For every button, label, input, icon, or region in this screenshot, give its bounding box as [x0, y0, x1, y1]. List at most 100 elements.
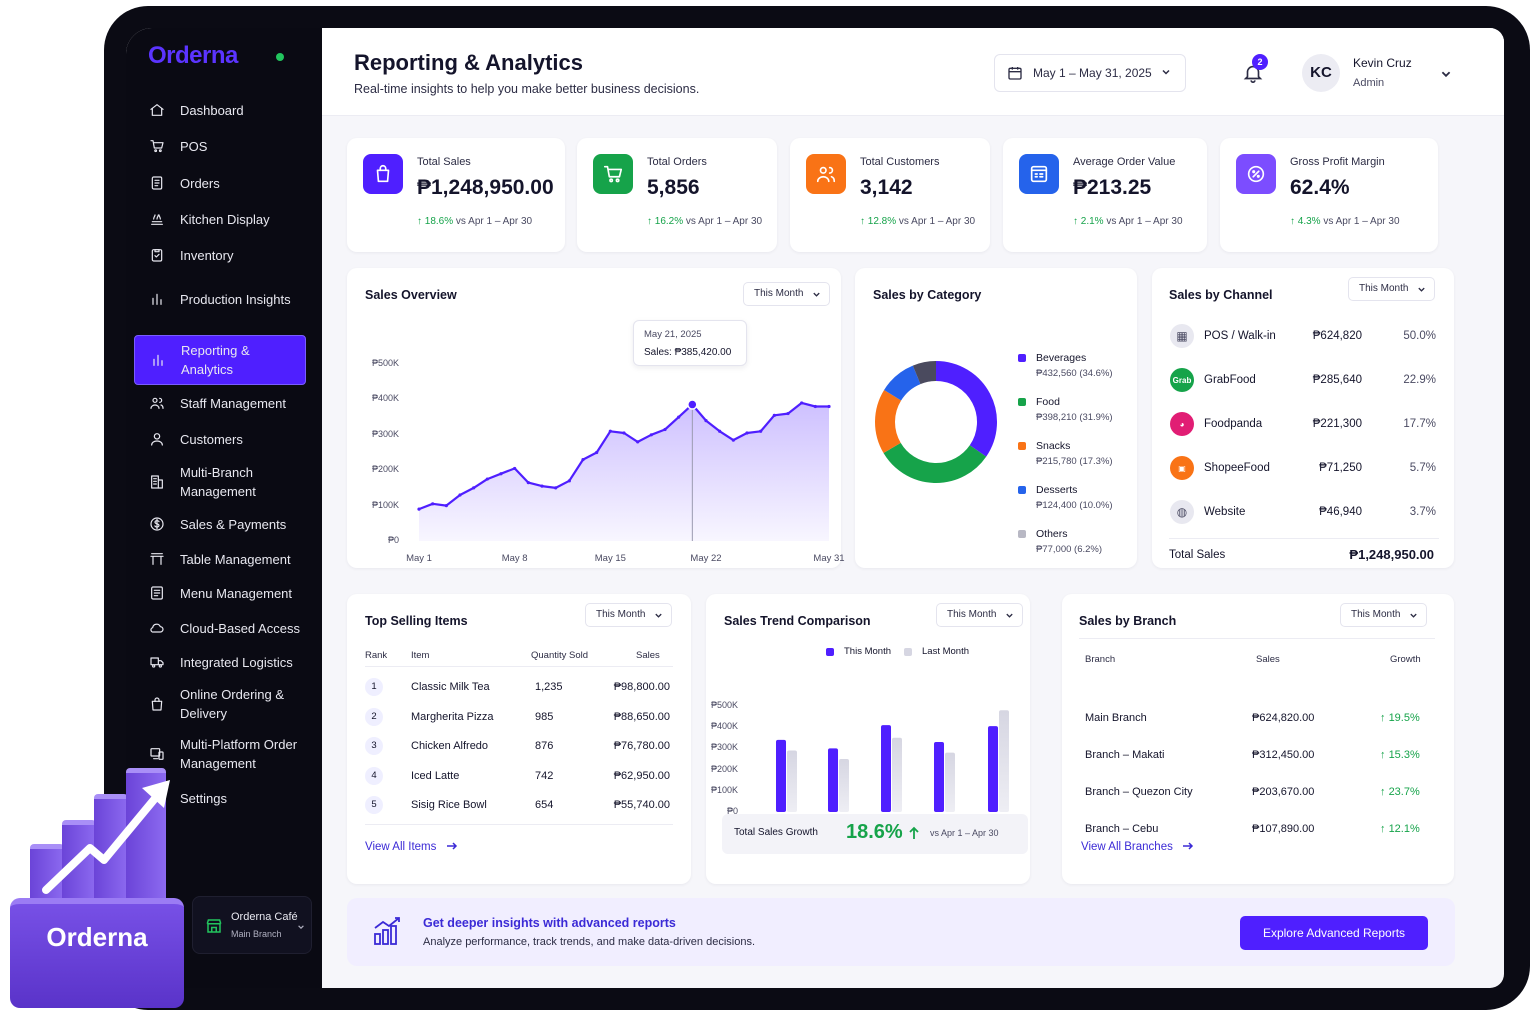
channel-row-website[interactable]: ◍ Website ₱46,940 3.7%	[1170, 498, 1440, 528]
sidebar-item-online-ordering-delivery[interactable]: Online Ordering & Delivery	[134, 683, 306, 725]
sales-point[interactable]	[800, 401, 804, 405]
donut-slice-snacks[interactable]	[875, 389, 902, 454]
sales-overview-chart[interactable]	[347, 268, 841, 568]
bar-this-month-week-1[interactable]	[776, 739, 786, 812]
bar-this-month-week-2[interactable]	[828, 748, 838, 812]
sales-point[interactable]	[444, 504, 448, 508]
table-row[interactable]: 5 Sisig Rice Bowl 654 ₱55,740.00	[347, 796, 691, 818]
sales-point[interactable]	[718, 429, 722, 433]
sales-point[interactable]	[472, 486, 476, 490]
donut-slice-desserts[interactable]	[884, 365, 921, 401]
sales-point[interactable]	[595, 450, 599, 455]
sidebar-item-table-management[interactable]: Table Management	[134, 541, 306, 577]
channel-row-shopeefood[interactable]: ▣ ShopeeFood ₱71,250 5.7%	[1170, 454, 1440, 484]
sales-point[interactable]	[649, 433, 653, 437]
sidebar-item-inventory[interactable]: Inventory	[134, 237, 306, 273]
bar-last-month-week-1[interactable]	[787, 750, 797, 812]
sales-trend-filter[interactable]: This Month	[936, 603, 1024, 627]
brand-logo[interactable]: Orderna	[148, 42, 238, 69]
sales-point[interactable]	[431, 502, 435, 506]
table-row[interactable]: 4 Iced Latte 742 ₱62,950.00	[347, 766, 691, 789]
branch-row[interactable]: Branch – Makati ₱312,450.00 ↑ 15.3%	[1062, 749, 1454, 771]
sales-point[interactable]	[458, 493, 462, 497]
bar-this-month-week-3[interactable]	[881, 725, 891, 812]
sales-point[interactable]	[485, 477, 489, 481]
sidebar-item-kitchen-display[interactable]: Kitchen Display	[134, 201, 306, 237]
view-all-items-link[interactable]: View All Items	[365, 841, 458, 853]
view-all-branches-link[interactable]: View All Branches	[1081, 841, 1194, 853]
sidebar-item-dashboard[interactable]: Dashboard	[134, 92, 306, 128]
sales-by-channel-filter[interactable]: This Month	[1348, 277, 1436, 301]
kpi-card-total-customers[interactable]: Total Customers 3,142 ↑ 12.8% vs Apr 1 – A…	[790, 138, 990, 252]
sales-trend-chart[interactable]	[706, 594, 1030, 824]
sidebar-item-cloud-based-access[interactable]: Cloud-Based Access	[134, 610, 306, 646]
sales-point[interactable]	[581, 457, 585, 462]
donut-slice-others[interactable]	[912, 361, 937, 385]
branch-row[interactable]: Branch – Cebu ₱107,890.00 ↑ 12.1%	[1062, 823, 1454, 845]
sidebar-item-multi-platform-order-management[interactable]: Multi-Platform Order Management	[134, 733, 306, 775]
sidebar-item-multi-branch-management[interactable]: Multi-Branch Management	[134, 461, 306, 503]
sales-by-branch-filter[interactable]: This Month	[1340, 603, 1428, 627]
bar-last-month-week-3[interactable]	[892, 737, 902, 812]
sales-overview-filter[interactable]: This Month	[743, 282, 831, 306]
bar-this-month-week-5[interactable]	[988, 726, 998, 812]
user-menu-chevron-icon[interactable]	[1440, 68, 1452, 80]
sales-point[interactable]	[526, 480, 530, 485]
sales-point[interactable]	[663, 427, 667, 432]
channel-row-foodpanda[interactable]: ◕ Foodpanda ₱221,300 17.7%	[1170, 410, 1440, 440]
explore-advanced-reports-button[interactable]: Explore Advanced Reports	[1240, 916, 1428, 950]
date-range-picker[interactable]: May 1 – May 31, 2025	[994, 54, 1186, 92]
highlight-point[interactable]	[687, 399, 698, 410]
top-selling-filter[interactable]: This Month	[585, 603, 673, 627]
sidebar-item-staff-management[interactable]: Staff Management	[134, 385, 306, 421]
sidebar-item-production-insights[interactable]: Production Insights	[134, 278, 306, 320]
bar-last-month-week-5[interactable]	[999, 710, 1009, 812]
truck-icon	[148, 653, 166, 671]
kpi-card-total-sales[interactable]: Total Sales ₱1,248,950.00 ↑ 18.6% vs Apr 1…	[347, 138, 565, 252]
sales-point[interactable]	[786, 411, 790, 416]
kpi-card-gross-profit-margin[interactable]: Gross Profit Margin 62.4% ↑ 4.3% vs Apr 1 …	[1220, 138, 1438, 252]
sales-point[interactable]	[513, 466, 517, 471]
sidebar-item-pos[interactable]: POS	[134, 128, 306, 164]
bar-this-month-week-4[interactable]	[934, 742, 944, 812]
sidebar-item-menu-management[interactable]: Menu Management	[134, 575, 306, 611]
donut-slice-beverages[interactable]	[935, 361, 997, 457]
sales-point[interactable]	[677, 415, 681, 419]
donut-slice-food[interactable]	[883, 442, 987, 483]
sales-point[interactable]	[417, 507, 421, 511]
sales-point[interactable]	[827, 404, 831, 409]
channel-row-pos-walk-in[interactable]: ▦ POS / Walk-in ₱624,820 50.0%	[1170, 322, 1440, 352]
channel-row-grabfood[interactable]: Grab GrabFood ₱285,640 22.9%	[1170, 366, 1440, 396]
kpi-label: Total Sales	[417, 156, 471, 168]
category-donut-chart[interactable]	[869, 350, 1003, 500]
sidebar-item-integrated-logistics[interactable]: Integrated Logistics	[134, 644, 306, 680]
sales-point[interactable]	[499, 472, 503, 476]
table-row[interactable]: 3 Chicken Alfredo 876 ₱76,780.00	[347, 737, 691, 759]
avatar[interactable]: KC	[1302, 54, 1340, 92]
sales-point[interactable]	[567, 479, 571, 483]
table-row[interactable]: 2 Margherita Pizza 985 ₱88,650.00	[347, 707, 691, 730]
bar-last-month-week-2[interactable]	[839, 759, 849, 812]
branch-row[interactable]: Branch – Quezon City ₱203,670.00 ↑ 23.7%	[1062, 786, 1454, 808]
sales-point[interactable]	[813, 404, 817, 409]
sales-point[interactable]	[704, 419, 708, 423]
sales-point[interactable]	[772, 413, 776, 417]
sales-point[interactable]	[608, 429, 612, 433]
sidebar-item-reporting-analytics[interactable]: Reporting & Analytics	[134, 335, 306, 385]
sales-point[interactable]	[540, 484, 544, 488]
branch-row[interactable]: Main Branch ₱624,820.00 ↑ 19.5%	[1062, 712, 1454, 734]
sales-point[interactable]	[759, 429, 763, 433]
kpi-card-average-order-value[interactable]: Average Order Value ₱213.25 ↑ 2.1% vs Apr …	[1003, 138, 1207, 252]
sales-point[interactable]	[622, 431, 626, 435]
sidebar-item-customers[interactable]: Customers	[134, 421, 306, 457]
kpi-card-total-orders[interactable]: Total Orders 5,856 ↑ 16.2% vs Apr 1 – Apr …	[577, 138, 777, 252]
store-switcher[interactable]: Orderna Café Main Branch	[192, 896, 312, 954]
sales-point[interactable]	[554, 486, 558, 490]
sidebar-item-orders[interactable]: Orders	[134, 165, 306, 201]
bar-last-month-week-4[interactable]	[945, 752, 955, 812]
table-row[interactable]: 1 Classic Milk Tea 1,235 ₱98,800.00	[347, 678, 691, 700]
sales-point[interactable]	[731, 438, 735, 442]
sales-point[interactable]	[636, 440, 640, 444]
sidebar-item-sales-payments[interactable]: Sales & Payments	[134, 506, 306, 542]
sales-point[interactable]	[745, 431, 749, 435]
